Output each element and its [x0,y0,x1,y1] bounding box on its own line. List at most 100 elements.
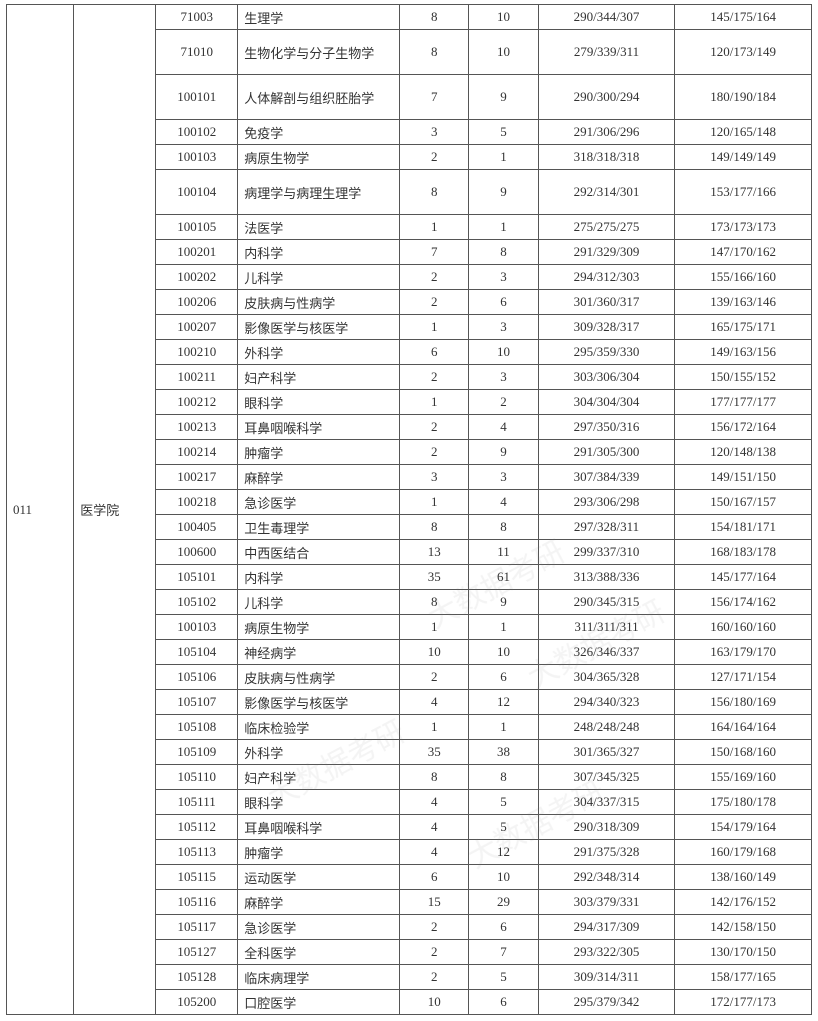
major-code: 100214 [156,440,238,465]
col-a: 13 [400,540,469,565]
col-c: 326/346/337 [538,640,675,665]
col-d: 145/175/164 [675,5,812,30]
major-name: 病原生物学 [238,615,400,640]
col-c: 303/306/304 [538,365,675,390]
major-code: 100218 [156,490,238,515]
col-a: 4 [400,790,469,815]
col-c: 294/317/309 [538,915,675,940]
col-d: 138/160/149 [675,865,812,890]
col-b: 9 [469,440,538,465]
col-b: 12 [469,840,538,865]
col-d: 150/155/152 [675,365,812,390]
col-b: 61 [469,565,538,590]
major-code: 105104 [156,640,238,665]
major-name: 耳鼻咽喉科学 [238,815,400,840]
major-code: 105107 [156,690,238,715]
col-c: 294/340/323 [538,690,675,715]
major-name: 神经病学 [238,640,400,665]
col-c: 301/365/327 [538,740,675,765]
major-name: 临床病理学 [238,965,400,990]
col-a: 35 [400,740,469,765]
col-b: 6 [469,665,538,690]
col-b: 2 [469,390,538,415]
col-b: 5 [469,120,538,145]
table-row: 011医学院71003生理学810290/344/307145/175/164 [7,5,812,30]
col-a: 1 [400,390,469,415]
col-d: 120/148/138 [675,440,812,465]
col-b: 1 [469,715,538,740]
col-c: 297/350/316 [538,415,675,440]
major-code: 100201 [156,240,238,265]
col-c: 275/275/275 [538,215,675,240]
col-c: 292/348/314 [538,865,675,890]
col-d: 168/183/178 [675,540,812,565]
col-c: 290/345/315 [538,590,675,615]
major-name: 妇产科学 [238,765,400,790]
col-d: 175/180/178 [675,790,812,815]
major-code: 105102 [156,590,238,615]
col-a: 3 [400,465,469,490]
col-c: 290/344/307 [538,5,675,30]
major-code: 100102 [156,120,238,145]
col-c: 309/314/311 [538,965,675,990]
col-b: 11 [469,540,538,565]
col-d: 130/170/150 [675,940,812,965]
col-d: 154/181/171 [675,515,812,540]
major-code: 100212 [156,390,238,415]
col-c: 313/388/336 [538,565,675,590]
col-a: 8 [400,515,469,540]
major-name: 卫生毒理学 [238,515,400,540]
col-d: 165/175/171 [675,315,812,340]
col-b: 29 [469,890,538,915]
col-b: 9 [469,590,538,615]
col-b: 5 [469,815,538,840]
col-a: 2 [400,290,469,315]
major-code: 100211 [156,365,238,390]
major-name: 儿科学 [238,590,400,615]
col-d: 164/164/164 [675,715,812,740]
major-name: 影像医学与核医学 [238,315,400,340]
major-code: 100103 [156,615,238,640]
col-b: 5 [469,790,538,815]
col-c: 301/360/317 [538,290,675,315]
col-b: 12 [469,690,538,715]
col-c: 294/312/303 [538,265,675,290]
major-name: 临床检验学 [238,715,400,740]
major-name: 肿瘤学 [238,440,400,465]
col-a: 1 [400,615,469,640]
dept-code: 011 [7,5,74,1015]
major-code: 105113 [156,840,238,865]
col-c: 304/365/328 [538,665,675,690]
major-name: 免疫学 [238,120,400,145]
col-c: 295/359/330 [538,340,675,365]
col-d: 153/177/166 [675,170,812,215]
col-a: 2 [400,940,469,965]
major-code: 105117 [156,915,238,940]
major-code: 100600 [156,540,238,565]
col-c: 299/337/310 [538,540,675,565]
col-a: 7 [400,75,469,120]
major-name: 病原生物学 [238,145,400,170]
col-d: 160/160/160 [675,615,812,640]
col-d: 172/177/173 [675,990,812,1015]
col-c: 295/379/342 [538,990,675,1015]
major-code: 105128 [156,965,238,990]
major-name: 生物化学与分子生物学 [238,30,400,75]
col-b: 5 [469,965,538,990]
col-a: 2 [400,265,469,290]
major-name: 内科学 [238,565,400,590]
major-name: 皮肤病与性病学 [238,665,400,690]
col-a: 8 [400,765,469,790]
col-c: 291/375/328 [538,840,675,865]
major-name: 儿科学 [238,265,400,290]
col-b: 6 [469,915,538,940]
col-d: 156/172/164 [675,415,812,440]
col-b: 38 [469,740,538,765]
col-d: 180/190/184 [675,75,812,120]
col-d: 149/151/150 [675,465,812,490]
col-b: 3 [469,265,538,290]
major-code: 105109 [156,740,238,765]
col-a: 2 [400,915,469,940]
major-code: 105200 [156,990,238,1015]
col-c: 293/322/305 [538,940,675,965]
